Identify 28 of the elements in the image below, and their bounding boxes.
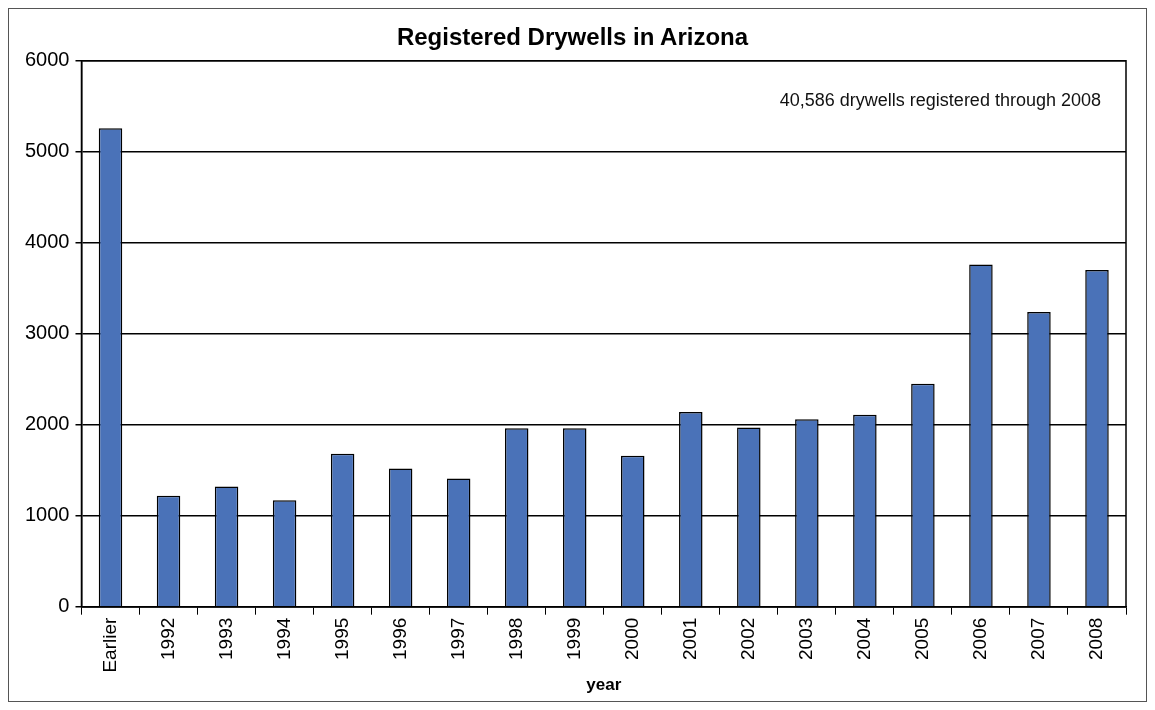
- annotation: 40,586 drywells registered through 2008: [779, 89, 1101, 110]
- x-tick-label: 2008: [1085, 617, 1107, 660]
- y-tick-label: 6000: [24, 48, 70, 71]
- x-axis-title: year: [586, 675, 622, 695]
- x-tick-label: 1993: [214, 617, 236, 660]
- x-tick-label: Earlier: [98, 617, 120, 673]
- x-tick-label: 1995: [330, 617, 352, 660]
- x-tick-label: 1994: [272, 617, 294, 660]
- y-tick-label: 4000: [24, 230, 70, 253]
- x-tick-label: 2000: [620, 617, 642, 660]
- x-tick-label: 2001: [679, 617, 701, 660]
- x-tick-label: 1998: [504, 617, 526, 660]
- x-tick-label: 2005: [911, 617, 933, 660]
- x-tick-label: 2003: [795, 617, 817, 660]
- y-tick-label: 0: [58, 594, 70, 617]
- y-tick-label: 5000: [24, 139, 70, 162]
- chart-title: Registered Drywells in Arizona: [396, 23, 749, 51]
- x-tick-label: 2007: [1027, 617, 1049, 660]
- x-tick-label: 2006: [969, 617, 991, 660]
- x-tick-label: 1996: [388, 617, 410, 660]
- x-tick-label: 2002: [737, 617, 759, 660]
- y-tick-label: 1000: [24, 503, 70, 526]
- y-tick-label: 2000: [24, 412, 70, 435]
- x-tick-label: 1997: [446, 617, 468, 660]
- x-tick-label: 1992: [156, 617, 178, 660]
- x-tick-label: 1999: [562, 617, 584, 660]
- y-tick-label: 3000: [24, 321, 70, 344]
- x-tick-label: 2004: [853, 617, 875, 660]
